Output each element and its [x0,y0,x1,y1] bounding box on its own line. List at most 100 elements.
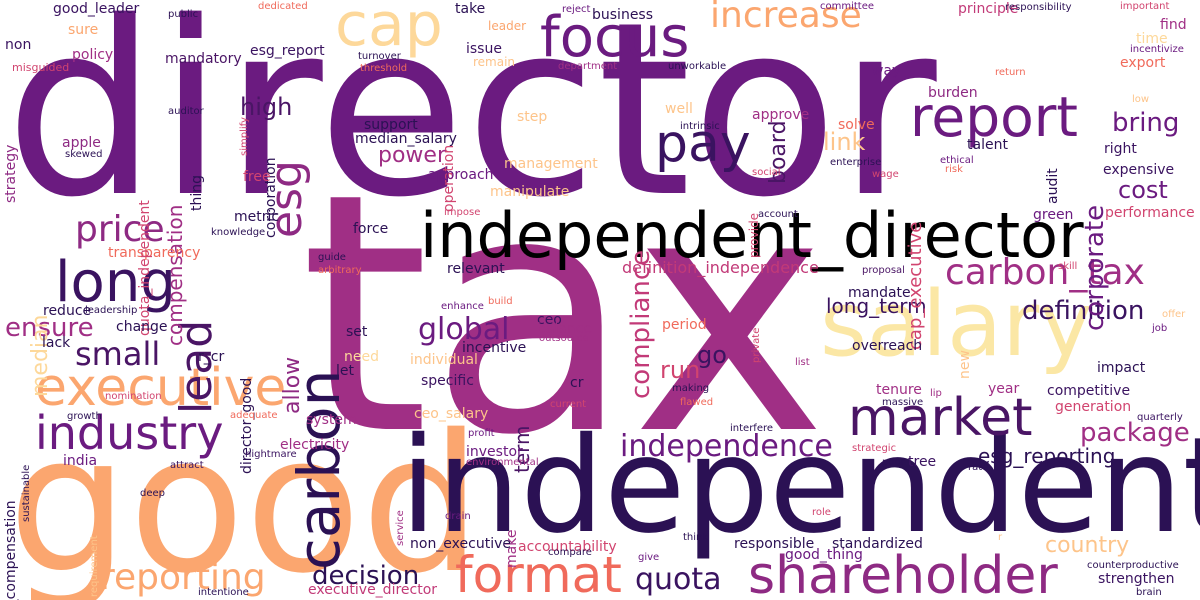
word-free: free [243,169,271,185]
word-tax: tax [300,123,827,507]
word-strategy: strategy [3,144,19,203]
word-incentivize: incentivize [1130,44,1184,55]
word-competitive: competitive [1047,383,1131,399]
word-job: job [1152,323,1168,334]
word-low: low [1132,94,1150,105]
word-simplify: simplify [239,117,250,156]
word-counterproductive: counterproductive [1087,560,1179,571]
word-cr: cr [570,375,584,391]
word-account: account [758,209,798,220]
word-wage: wage [872,169,899,180]
word-ceo: ceo [537,312,562,328]
word-auditor: auditor [168,106,204,117]
word-apple: apple [62,135,101,151]
word-outsource: outsource [539,333,589,344]
word-esg-reporting: esg_reporting [978,444,1116,468]
word-skill: skill [1058,261,1078,272]
word-focus: focus [540,5,690,70]
word-poor: poor [882,457,905,468]
word-list: list [795,357,810,368]
word-service: service [395,510,406,546]
word-india: india [63,453,98,469]
word-accountability: accountability [518,539,617,555]
word-responsibility: responsibility [1005,2,1072,13]
word-executive: executive [35,358,287,418]
word-massive: massive [882,397,924,408]
word-flawed: flawed [680,397,714,408]
word-interfere: interfere [730,423,774,434]
word-executive-director: executive_director [308,582,438,598]
word-relevant: relevant [447,261,505,277]
word-system: system [306,412,357,428]
word-reduce: reduce [43,303,92,319]
word-format: format [455,546,622,600]
word-quota: quota [635,562,722,597]
word-sure: sure [68,22,99,38]
word-generation: generation [1055,399,1132,415]
word-metric: metric [234,209,280,225]
word-intentione: intentione [198,587,249,598]
word-allow: allow [280,356,305,414]
word-solve: solve [838,117,875,133]
word-mandate: mandate [848,285,911,301]
word-approach: approach [428,167,494,183]
word-unworkable: unworkable [668,61,727,72]
word-mandatory: mandatory [165,51,242,67]
word-cost: cost [1118,176,1168,204]
word-responsible: responsible [734,536,815,552]
word-reporting: reporting [100,557,266,598]
word-committee: committee [820,1,875,12]
word-definition-independence: definition_independence [622,258,819,277]
word-quota-independent: quota_independent [137,200,153,336]
word-country: country [1045,533,1130,558]
word-public: public [168,9,199,20]
word-guide: guide [318,252,346,263]
word-burden: burden [928,85,978,101]
word-package: package [1080,418,1190,448]
word-market: market [848,388,1033,448]
word-audit: audit [1045,168,1061,204]
word-let: let [336,363,354,379]
word-corporate: corporate [1080,204,1110,331]
word-period: period [662,317,707,333]
word-knowledge: knowledge [211,227,266,238]
word-carbon-tax: carbon_tax [945,252,1145,293]
word-issue: issue [466,41,502,57]
word-offer: offer [1162,309,1186,320]
word-non: non [5,37,32,53]
word-enterprise: enterprise [830,157,882,168]
word-policy: policy [72,47,114,63]
word-risk: risk [945,164,963,175]
word-electricity: electricity [280,437,350,453]
word-adequate: adequate [230,410,278,421]
word-thing: thing [189,174,205,211]
word-director: director [5,0,937,250]
word-environmental: environmental [466,457,539,468]
word-incentive: incentive [462,340,527,356]
word-talent: talent [967,137,1008,153]
word-independent-director: independent_director [420,199,1084,272]
word-green: green [1033,207,1074,223]
word-esg-report: esg_report [250,43,325,59]
word-long: long [55,250,176,315]
word-individual: individual [410,352,478,368]
word-making: making [672,383,710,394]
word-take: take [455,1,486,17]
word-change: change [116,319,168,335]
word-proposal: proposal [862,265,905,276]
word-drain: drain [445,511,471,522]
word-transparency: transparency [108,245,201,261]
word-force: force [353,221,389,237]
word-department: department [558,61,618,72]
word-set: set [346,324,368,340]
word-good: good [8,394,482,600]
word-overreach: overreach [852,338,923,354]
word-standardized: standardized [832,536,923,552]
word-r: r [998,532,1003,543]
word-need: need [344,349,379,365]
word-step: step [517,109,548,125]
word-ensure: ensure [5,313,94,343]
word-impact: impact [1097,360,1146,376]
word-go: go [697,341,727,369]
word-lack: lack [42,335,71,351]
